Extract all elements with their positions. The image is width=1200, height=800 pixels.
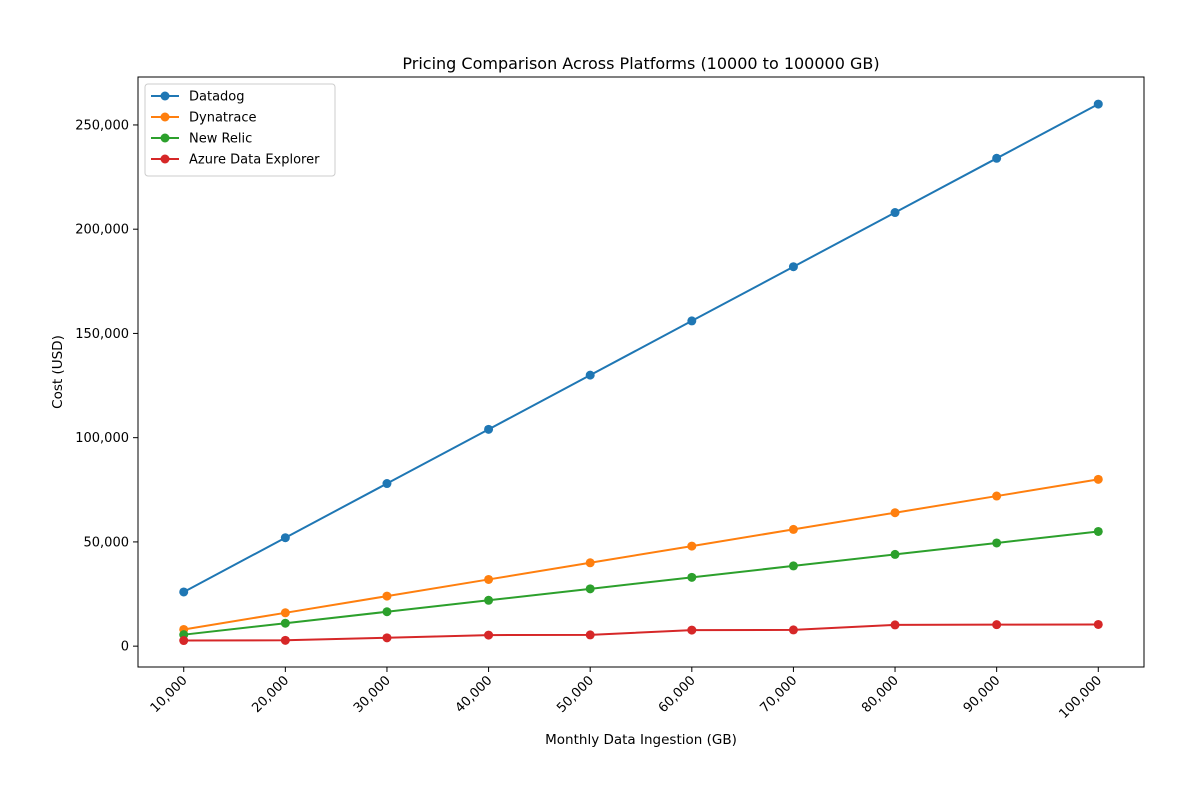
data-point bbox=[687, 541, 697, 551]
y-tick-label: 150,000 bbox=[75, 327, 129, 342]
data-point bbox=[382, 591, 392, 601]
data-point bbox=[788, 262, 798, 272]
legend-marker bbox=[160, 91, 170, 101]
data-point bbox=[890, 508, 900, 518]
data-point bbox=[992, 153, 1002, 163]
data-point bbox=[992, 620, 1002, 630]
data-point bbox=[992, 538, 1002, 548]
data-point bbox=[585, 630, 595, 640]
legend-label: Datadog bbox=[189, 90, 245, 105]
data-point bbox=[1093, 526, 1103, 536]
plot-frame bbox=[137, 76, 1145, 668]
legend-label: New Relic bbox=[189, 132, 252, 147]
data-point bbox=[484, 574, 494, 584]
data-point bbox=[585, 558, 595, 568]
x-axis-label: Monthly Data Ingestion (GB) bbox=[545, 732, 737, 748]
y-axis-label: Cost (USD) bbox=[50, 335, 66, 409]
y-tick-label: 0 bbox=[121, 640, 129, 655]
data-point bbox=[788, 561, 798, 571]
data-point bbox=[1093, 474, 1103, 484]
chart-title: Pricing Comparison Across Platforms (100… bbox=[402, 54, 879, 73]
data-point bbox=[484, 630, 494, 640]
data-point bbox=[484, 595, 494, 605]
data-point bbox=[484, 424, 494, 434]
y-tick-label: 200,000 bbox=[75, 223, 129, 238]
series-line bbox=[183, 478, 1099, 631]
data-point bbox=[890, 549, 900, 559]
data-point bbox=[1093, 619, 1103, 629]
legend-item: New Relic bbox=[151, 132, 252, 147]
legend-marker bbox=[160, 112, 170, 122]
legend-label: Dynatrace bbox=[189, 111, 256, 126]
data-point bbox=[1093, 99, 1103, 109]
y-tick-label: 250,000 bbox=[75, 118, 129, 133]
data-point bbox=[687, 316, 697, 326]
legend-box bbox=[144, 83, 336, 177]
legend-label: Azure Data Explorer bbox=[189, 153, 320, 168]
legend-marker bbox=[160, 133, 170, 143]
data-point bbox=[382, 607, 392, 617]
data-point bbox=[179, 587, 189, 597]
y-tick-label: 100,000 bbox=[75, 431, 129, 446]
data-point bbox=[382, 633, 392, 643]
legend-item: Azure Data Explorer bbox=[151, 153, 320, 168]
data-point bbox=[280, 635, 290, 645]
data-point bbox=[788, 625, 798, 635]
series-0 bbox=[179, 99, 1103, 597]
data-point bbox=[788, 524, 798, 534]
data-point bbox=[890, 620, 900, 630]
data-point bbox=[585, 584, 595, 594]
data-point bbox=[687, 572, 697, 582]
series-line bbox=[183, 103, 1099, 593]
data-point bbox=[585, 370, 595, 380]
legend: Datadog Dynatrace New Relic Azure Data Expl… bbox=[144, 83, 336, 177]
data-point bbox=[992, 491, 1002, 501]
series-3 bbox=[179, 619, 1103, 646]
legend-marker bbox=[160, 154, 170, 164]
data-point bbox=[382, 479, 392, 489]
data-point bbox=[280, 618, 290, 628]
series-line bbox=[183, 623, 1099, 642]
y-tick-label: 50,000 bbox=[84, 535, 130, 550]
data-point bbox=[687, 625, 697, 635]
legend-item: Datadog bbox=[151, 90, 245, 105]
data-point bbox=[179, 636, 189, 646]
data-point bbox=[280, 533, 290, 543]
data-point bbox=[890, 208, 900, 218]
data-point bbox=[280, 608, 290, 618]
series-line bbox=[183, 530, 1099, 636]
legend-item: Dynatrace bbox=[151, 111, 256, 126]
